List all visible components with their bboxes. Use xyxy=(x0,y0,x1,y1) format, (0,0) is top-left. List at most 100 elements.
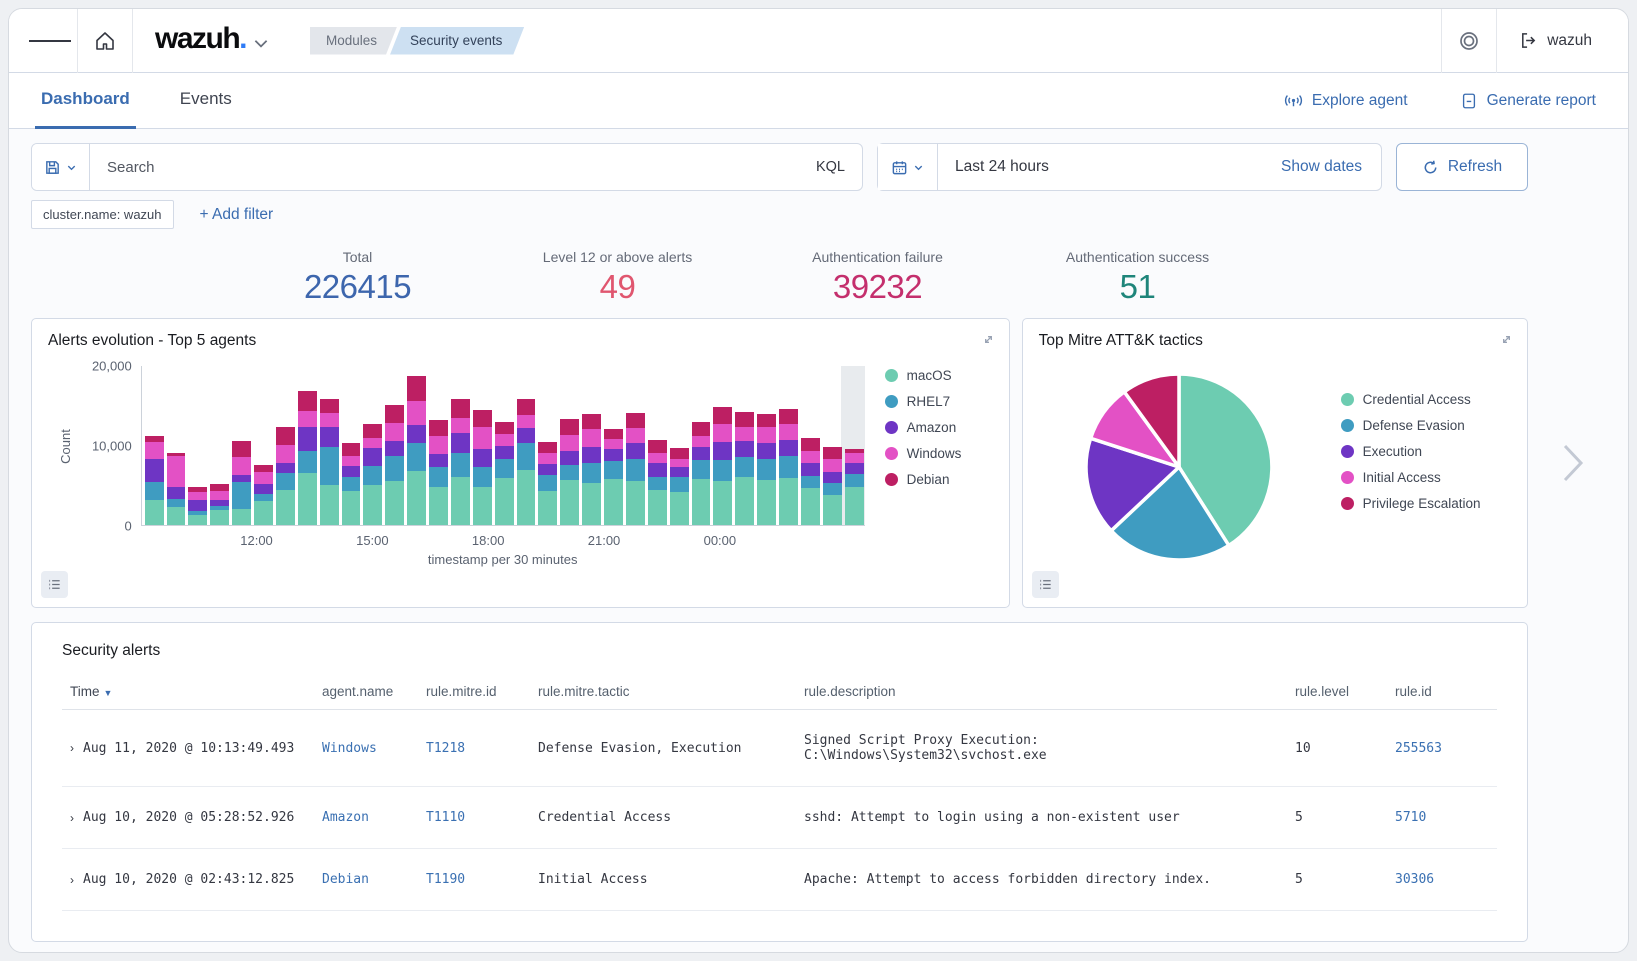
stacked-bar[interactable] xyxy=(298,391,317,525)
mitre-id-link[interactable]: T1110 xyxy=(426,810,465,825)
tab-events[interactable]: Events xyxy=(174,73,238,129)
stacked-bar[interactable] xyxy=(538,442,557,525)
expand-row-icon[interactable]: › xyxy=(70,811,74,825)
search-input[interactable] xyxy=(90,144,799,190)
table-title: Security alerts xyxy=(62,642,1497,660)
stacked-bar[interactable] xyxy=(713,407,732,525)
stacked-bar[interactable] xyxy=(210,484,229,525)
stacked-bar[interactable] xyxy=(451,399,470,525)
mitre-id-link[interactable]: T1190 xyxy=(426,872,465,887)
stacked-bar[interactable] xyxy=(473,410,492,525)
stacked-bar[interactable] xyxy=(495,422,514,525)
stacked-bar[interactable] xyxy=(845,449,864,525)
expand-panel-icon[interactable] xyxy=(979,330,998,349)
bar-segment-rhel7 xyxy=(626,459,645,481)
rule-id-link[interactable]: 5710 xyxy=(1395,810,1426,825)
legend-item-windows[interactable]: Windows xyxy=(885,446,993,461)
stacked-bar[interactable] xyxy=(342,443,361,525)
legend-item-defense-evasion[interactable]: Defense Evasion xyxy=(1341,418,1481,433)
stacked-bar[interactable] xyxy=(254,465,273,525)
stacked-bar[interactable] xyxy=(582,414,601,525)
agent-name-link[interactable]: Debian xyxy=(322,872,369,887)
stacked-bar[interactable] xyxy=(560,419,579,525)
stacked-bar[interactable] xyxy=(757,414,776,525)
column-header-rule-id[interactable]: rule.id xyxy=(1387,670,1497,710)
stacked-bar[interactable] xyxy=(823,447,842,525)
stat-label: Level 12 or above alerts xyxy=(526,249,710,265)
stacked-bar[interactable] xyxy=(385,405,404,525)
bar-segment-macos xyxy=(451,477,470,525)
kql-toggle[interactable]: KQL xyxy=(799,159,862,175)
y-tick: 10,000 xyxy=(92,439,132,454)
saved-queries-button[interactable] xyxy=(32,144,90,190)
legend-item-initial-access[interactable]: Initial Access xyxy=(1341,470,1481,485)
legend-label: RHEL7 xyxy=(907,394,951,409)
stacked-bar[interactable] xyxy=(145,436,164,525)
tab-dashboard[interactable]: Dashboard xyxy=(35,73,136,129)
rule-id-link[interactable]: 255563 xyxy=(1395,741,1442,756)
legend-item-rhel7[interactable]: RHEL7 xyxy=(885,394,993,409)
panel-inspect-list-icon[interactable] xyxy=(1032,571,1059,598)
stacked-bar[interactable] xyxy=(429,420,448,525)
column-header-rule-level[interactable]: rule.level xyxy=(1287,670,1387,710)
generate-report-button[interactable]: Generate report xyxy=(1454,91,1602,111)
stacked-bar[interactable] xyxy=(801,438,820,525)
explore-agent-button[interactable]: Explore agent xyxy=(1278,90,1414,111)
stacked-bar[interactable] xyxy=(692,422,711,525)
stacked-bar[interactable] xyxy=(517,399,536,525)
next-panels-chevron-icon[interactable] xyxy=(1554,441,1592,485)
column-header-rule-mitre-tactic[interactable]: rule.mitre.tactic xyxy=(530,670,796,710)
filter-pill-cluster-name[interactable]: cluster.name: wazuh xyxy=(31,200,174,229)
column-header-agent-name[interactable]: agent.name xyxy=(314,670,418,710)
column-header-time[interactable]: Time▼ xyxy=(62,670,314,710)
bar-segment-rhel7 xyxy=(538,475,557,492)
stacked-bar[interactable] xyxy=(188,487,207,525)
stacked-bar[interactable] xyxy=(735,412,754,525)
legend-item-privilege-escalation[interactable]: Privilege Escalation xyxy=(1341,496,1481,511)
pie-svg[interactable] xyxy=(1079,364,1279,569)
legend-item-macos[interactable]: macOS xyxy=(885,368,993,383)
chevron-down-icon[interactable] xyxy=(252,34,270,52)
bar-segment-amazon xyxy=(363,448,382,466)
column-header-rule-description[interactable]: rule.description xyxy=(796,670,1287,710)
rule-id-link[interactable]: 30306 xyxy=(1395,872,1434,887)
breadcrumb-modules[interactable]: Modules xyxy=(310,27,397,55)
column-header-rule-mitre-id[interactable]: rule.mitre.id xyxy=(418,670,530,710)
stacked-bar[interactable] xyxy=(167,453,186,525)
sort-descending-icon[interactable]: ▼ xyxy=(104,688,113,698)
calendar-button[interactable] xyxy=(878,144,938,190)
user-menu-button[interactable]: wazuh xyxy=(1497,9,1614,73)
legend-item-amazon[interactable]: Amazon xyxy=(885,420,993,435)
stacked-bar[interactable] xyxy=(407,376,426,525)
menu-icon[interactable] xyxy=(23,9,77,73)
stacked-bar[interactable] xyxy=(604,429,623,525)
stacked-bar[interactable] xyxy=(670,448,689,525)
home-icon[interactable] xyxy=(78,9,132,73)
bar-segment-rhel7 xyxy=(407,443,426,470)
legend-item-execution[interactable]: Execution xyxy=(1341,444,1481,459)
bar-segment-amazon xyxy=(342,466,361,477)
mitre-id-link[interactable]: T1218 xyxy=(426,741,465,756)
show-dates-button[interactable]: Show dates xyxy=(1262,158,1381,176)
expand-panel-icon[interactable] xyxy=(1497,330,1516,349)
time-range-value[interactable]: Last 24 hours xyxy=(938,158,1262,176)
stacked-bar[interactable] xyxy=(232,441,251,525)
wazuh-logo[interactable]: wazuh. xyxy=(155,22,246,56)
stacked-bar[interactable] xyxy=(276,427,295,525)
refresh-button[interactable]: Refresh xyxy=(1396,143,1528,191)
stacked-bar[interactable] xyxy=(626,413,645,525)
panel-inspect-list-icon[interactable] xyxy=(41,571,68,598)
expand-row-icon[interactable]: › xyxy=(70,873,74,887)
agent-name-link[interactable]: Amazon xyxy=(322,810,369,825)
stacked-bar[interactable] xyxy=(363,424,382,525)
agent-name-link[interactable]: Windows xyxy=(322,741,377,756)
stacked-bar[interactable] xyxy=(320,399,339,525)
stacked-bar[interactable] xyxy=(779,409,798,525)
legend-item-credential-access[interactable]: Credential Access xyxy=(1341,392,1481,407)
expand-row-icon[interactable]: › xyxy=(70,741,74,755)
health-status-icon[interactable] xyxy=(1442,9,1496,73)
legend-item-debian[interactable]: Debian xyxy=(885,472,993,487)
add-filter-button[interactable]: + Add filter xyxy=(194,205,280,225)
bar-segment-debian xyxy=(320,399,339,413)
stacked-bar[interactable] xyxy=(648,440,667,525)
